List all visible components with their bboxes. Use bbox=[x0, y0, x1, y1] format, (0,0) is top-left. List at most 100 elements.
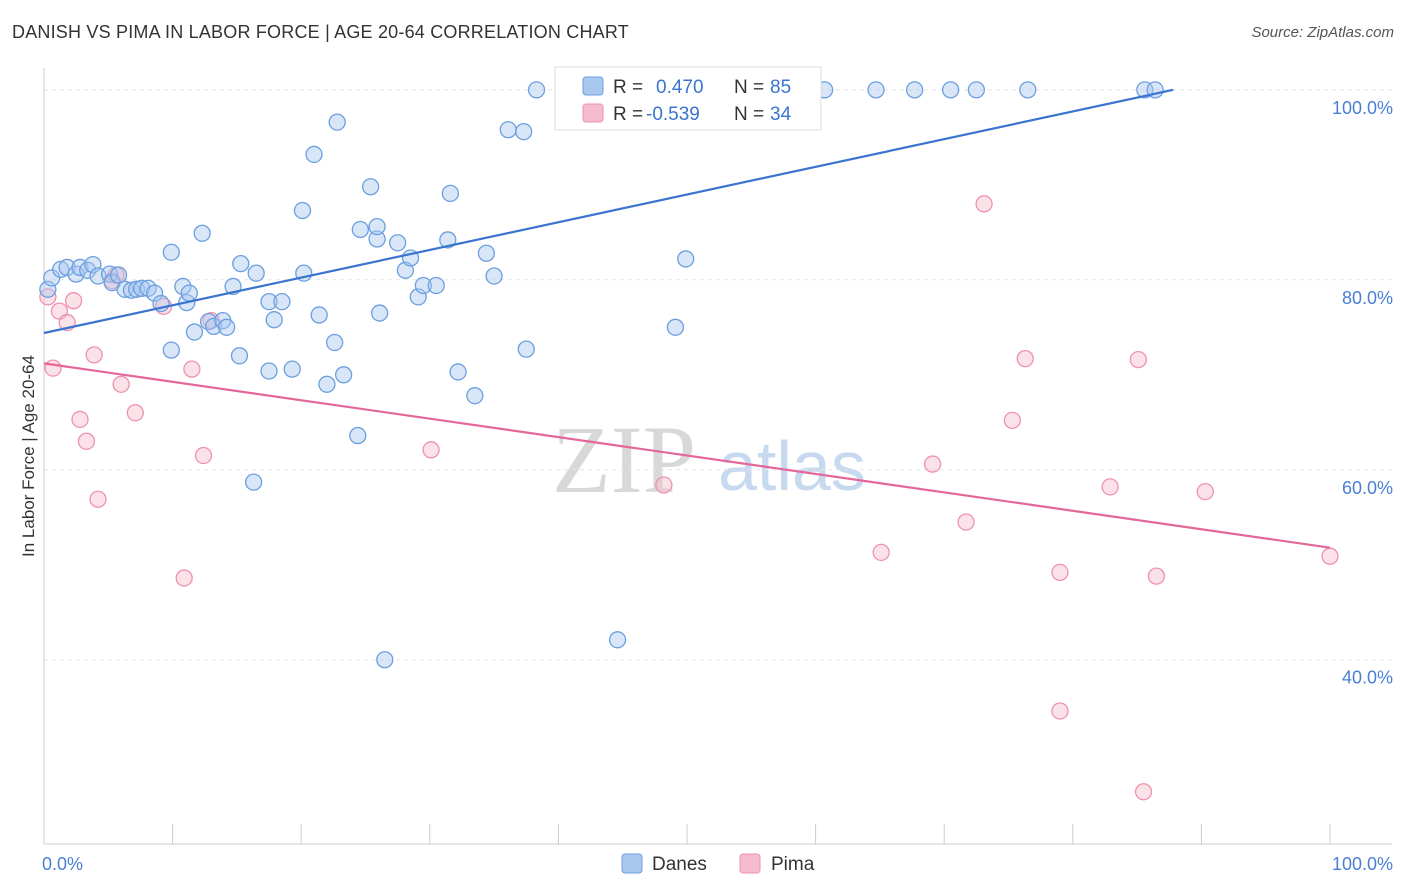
legend-danes-r-label: R = bbox=[613, 77, 643, 98]
y-axis-title: In Labor Force | Age 20-64 bbox=[19, 355, 38, 557]
watermark: ZIP atlas bbox=[552, 406, 866, 513]
danes-point bbox=[133, 279, 151, 298]
x-tick-label: 0.0% bbox=[42, 854, 83, 874]
axes bbox=[43, 68, 1392, 845]
pima-point bbox=[112, 375, 130, 393]
pima-point bbox=[1051, 563, 1069, 582]
danes-point bbox=[477, 244, 496, 262]
danes-point bbox=[180, 284, 198, 302]
legend-danes-n-label: N = bbox=[734, 77, 764, 98]
danes-point bbox=[162, 341, 180, 359]
danes-point bbox=[515, 122, 533, 141]
danes-point bbox=[145, 284, 164, 302]
danes-point bbox=[265, 311, 283, 329]
pima-point bbox=[1134, 783, 1153, 801]
danes-point bbox=[441, 184, 460, 203]
danes-point bbox=[967, 81, 985, 99]
pima-point bbox=[975, 195, 993, 213]
danes-point bbox=[58, 258, 76, 277]
danes-points bbox=[39, 81, 1164, 669]
danes-point bbox=[376, 651, 394, 669]
danes-point bbox=[247, 264, 265, 282]
danes-point bbox=[162, 243, 180, 261]
danes-point bbox=[517, 340, 535, 358]
legend-stats: R = 0.470 N = 85 R = -0.539 N = 34 bbox=[554, 66, 822, 131]
y-tick-label: 40.0% bbox=[1342, 668, 1393, 688]
danes-point bbox=[485, 267, 503, 285]
pima-point bbox=[183, 360, 201, 378]
danes-point bbox=[414, 276, 433, 295]
legend-bottom-pima-label: Pima bbox=[771, 854, 815, 875]
danes-point bbox=[867, 81, 885, 99]
pima-point bbox=[872, 543, 890, 562]
danes-point bbox=[230, 347, 249, 365]
pima-point bbox=[923, 455, 942, 473]
danes-point bbox=[608, 631, 627, 649]
danes-point bbox=[666, 318, 685, 336]
danes-point bbox=[388, 234, 407, 252]
danes-point bbox=[174, 277, 192, 296]
danes-point bbox=[466, 387, 484, 405]
pima-point bbox=[1321, 547, 1339, 565]
legend-danes-swatch bbox=[582, 76, 604, 96]
danes-point bbox=[293, 201, 312, 220]
danes-point bbox=[318, 375, 336, 393]
legend-bottom-danes-label: Danes bbox=[652, 854, 707, 875]
danes-point bbox=[368, 217, 386, 236]
danes-point bbox=[349, 426, 367, 445]
danes-point bbox=[449, 363, 467, 381]
danes-point bbox=[351, 220, 370, 239]
danes-point bbox=[310, 306, 328, 324]
pima-point bbox=[1051, 702, 1069, 720]
danes-point bbox=[334, 366, 353, 384]
danes-point bbox=[941, 81, 960, 99]
x-tick-labels: 0.0% 100.0% bbox=[42, 854, 1393, 874]
pima-point bbox=[77, 432, 96, 450]
danes-point bbox=[52, 260, 70, 279]
trend-lines bbox=[43, 88, 1331, 549]
legend-bottom-danes-swatch bbox=[621, 853, 643, 874]
danes-point bbox=[260, 362, 278, 380]
pima-point bbox=[126, 404, 144, 422]
pima-point bbox=[89, 490, 107, 508]
legend-pima-n-value: 34 bbox=[770, 104, 792, 125]
pima-point bbox=[194, 446, 213, 465]
pima-point bbox=[1101, 478, 1119, 496]
legend-bottom-pima-swatch bbox=[739, 853, 761, 874]
pima-point bbox=[1016, 349, 1034, 368]
pima-point bbox=[44, 359, 62, 377]
pima-point bbox=[85, 346, 103, 364]
danes-point bbox=[260, 293, 278, 311]
legend-pima-r-label: R = bbox=[613, 104, 643, 125]
pima-point bbox=[655, 476, 673, 494]
danes-point bbox=[185, 323, 204, 341]
danes-point bbox=[273, 293, 291, 311]
danes-point bbox=[325, 333, 344, 352]
danes-point bbox=[232, 255, 250, 273]
legend-danes-r-value: 0.470 bbox=[656, 77, 704, 98]
danes-trend-line bbox=[43, 88, 1174, 335]
danes-point bbox=[1019, 81, 1037, 99]
y-tick-label: 80.0% bbox=[1342, 288, 1393, 308]
y-tick-label: 60.0% bbox=[1342, 478, 1393, 498]
x-tick-label: 100.0% bbox=[1332, 854, 1393, 874]
legend-pima-n-label: N = bbox=[734, 104, 764, 125]
danes-point bbox=[905, 81, 924, 99]
danes-point bbox=[368, 230, 386, 248]
watermark-zip: ZIP bbox=[552, 406, 696, 513]
legend-pima-r-value: -0.539 bbox=[646, 104, 700, 125]
legend-series: Danes Pima bbox=[621, 853, 815, 875]
legend-danes-n-value: 85 bbox=[770, 77, 791, 98]
pima-point bbox=[1147, 567, 1166, 585]
pima-point bbox=[71, 410, 89, 429]
danes-point bbox=[370, 304, 389, 322]
pima-point bbox=[422, 441, 440, 459]
danes-point bbox=[499, 121, 517, 139]
legend-pima-swatch bbox=[582, 103, 604, 123]
danes-point bbox=[217, 318, 236, 336]
watermark-atlas: atlas bbox=[718, 427, 866, 505]
danes-point bbox=[244, 473, 263, 491]
pima-point bbox=[1129, 350, 1148, 369]
gridlines bbox=[44, 89, 1392, 661]
chart-title: DANISH VS PIMA IN LABOR FORCE | AGE 20-6… bbox=[12, 22, 629, 42]
